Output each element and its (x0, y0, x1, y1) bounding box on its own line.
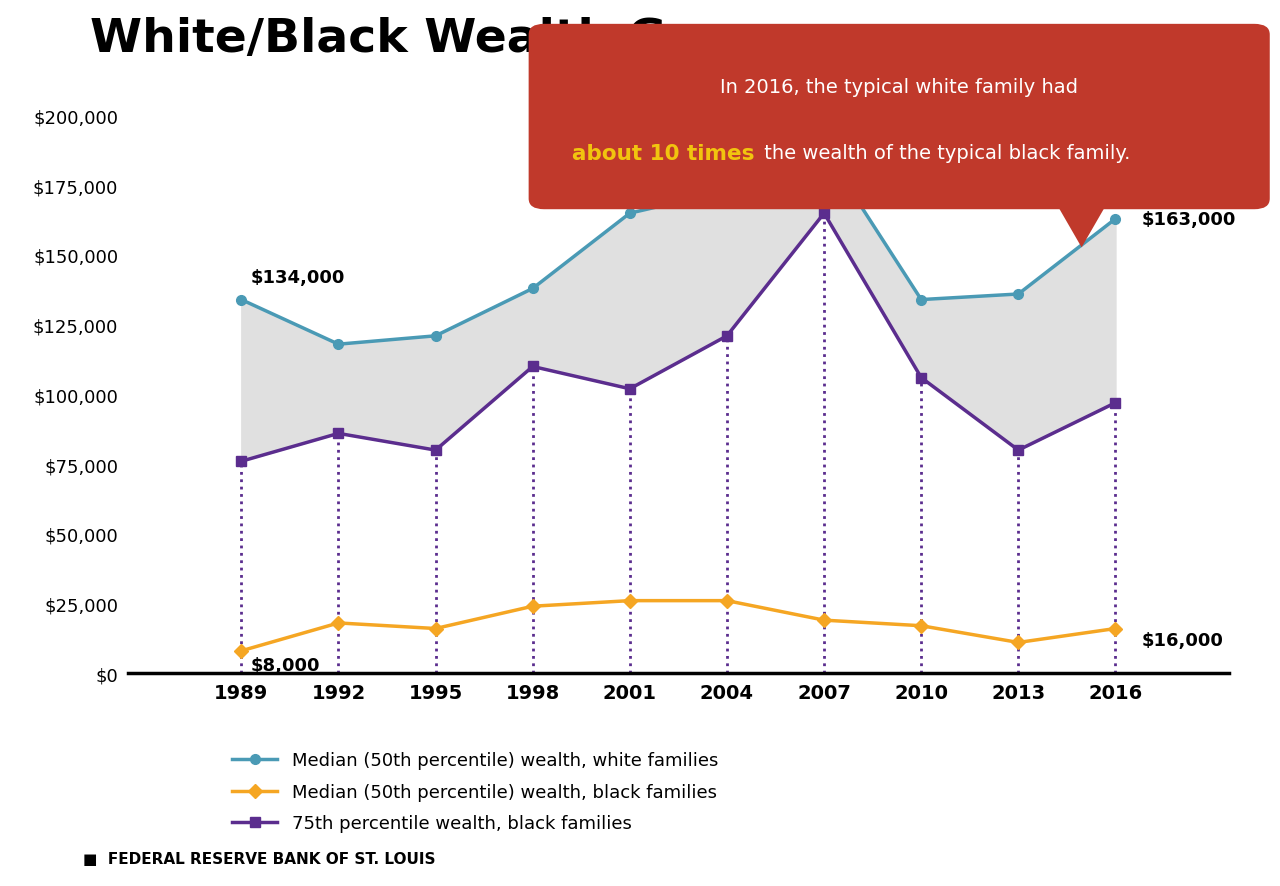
Median (50th percentile) wealth, white families (428, 331, 443, 342)
Text: In 2016, the typical white family had: In 2016, the typical white family had (721, 78, 1078, 97)
Text: $16,000: $16,000 (1142, 632, 1224, 649)
Median (50th percentile) wealth, black families (1011, 637, 1027, 648)
Legend: Median (50th percentile) wealth, white families, Median (50th percentile) wealth: Median (50th percentile) wealth, white f… (225, 744, 726, 840)
Median (50th percentile) wealth, white families (525, 284, 540, 294)
75th percentile wealth, black families (1011, 446, 1027, 456)
Median (50th percentile) wealth, black families (719, 595, 735, 606)
Median (50th percentile) wealth, white families (1107, 214, 1123, 225)
Text: the wealth of the typical black family.: the wealth of the typical black family. (758, 144, 1130, 163)
Line: Median (50th percentile) wealth, white families: Median (50th percentile) wealth, white f… (237, 145, 1120, 350)
75th percentile wealth, black families (719, 331, 735, 342)
Median (50th percentile) wealth, black families (1107, 624, 1123, 634)
Median (50th percentile) wealth, white families (719, 186, 735, 197)
Median (50th percentile) wealth, black families (914, 621, 929, 632)
Median (50th percentile) wealth, black families (817, 615, 832, 626)
Median (50th percentile) wealth, white families (330, 339, 346, 350)
75th percentile wealth, black families (428, 446, 443, 456)
75th percentile wealth, black families (234, 456, 250, 467)
Median (50th percentile) wealth, black families (525, 602, 540, 612)
Line: 75th percentile wealth, black families: 75th percentile wealth, black families (237, 209, 1120, 467)
75th percentile wealth, black families (1107, 398, 1123, 408)
Median (50th percentile) wealth, white families (234, 295, 250, 306)
Text: $163,000: $163,000 (1142, 211, 1235, 229)
Median (50th percentile) wealth, black families (428, 624, 443, 634)
Median (50th percentile) wealth, black families (234, 646, 250, 657)
75th percentile wealth, black families (914, 373, 929, 384)
Text: about 10 times: about 10 times (572, 144, 755, 163)
75th percentile wealth, black families (622, 384, 637, 394)
Median (50th percentile) wealth, white families (817, 144, 832, 155)
Median (50th percentile) wealth, white families (1011, 290, 1027, 300)
75th percentile wealth, black families (330, 429, 346, 439)
Median (50th percentile) wealth, white families (914, 295, 929, 306)
Text: $134,000: $134,000 (251, 268, 346, 286)
Text: $8,000: $8,000 (251, 657, 320, 674)
Median (50th percentile) wealth, white families (622, 208, 637, 219)
75th percentile wealth, black families (817, 208, 832, 219)
Line: Median (50th percentile) wealth, black families: Median (50th percentile) wealth, black f… (237, 596, 1120, 656)
Text: White/Black Wealth Gap: White/Black Wealth Gap (90, 17, 732, 62)
75th percentile wealth, black families (525, 361, 540, 372)
Median (50th percentile) wealth, black families (330, 618, 346, 628)
Text: ■  FEDERAL RESERVE BANK OF ST. LOUIS: ■ FEDERAL RESERVE BANK OF ST. LOUIS (83, 851, 435, 867)
Median (50th percentile) wealth, black families (622, 595, 637, 606)
